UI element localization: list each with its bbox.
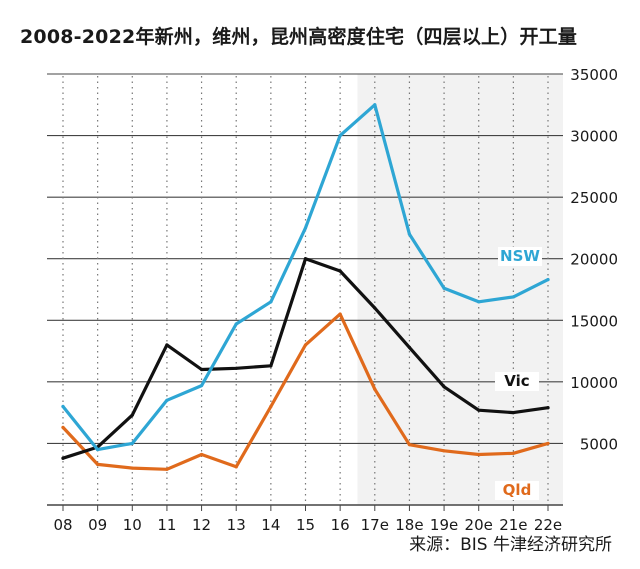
x-tick-label: 13	[227, 516, 246, 534]
data-point-nsw	[477, 300, 481, 304]
y-tick-label: 30000	[570, 128, 618, 146]
data-point-nsw	[199, 383, 204, 388]
y-tick-label: 5000	[580, 435, 618, 453]
x-tick-label: 14	[261, 516, 280, 534]
data-point-nsw	[442, 286, 446, 290]
y-tick-label: 15000	[570, 312, 618, 330]
data-point-qld	[442, 449, 446, 453]
data-point-nsw	[96, 447, 100, 452]
data-point-qld	[477, 452, 481, 457]
data-point-vic	[373, 306, 377, 310]
x-tick-label: 21e	[499, 516, 527, 534]
series-label-qld: Qld	[503, 481, 532, 499]
x-tick-label: 15	[296, 516, 315, 534]
x-tick-label: 22e	[534, 516, 562, 534]
data-point-qld	[338, 312, 342, 316]
x-tick-label: 19e	[430, 516, 458, 534]
y-axis-ticks: 5000 10000 15000 20000 25000 30000 35000	[570, 66, 618, 453]
data-point-nsw	[165, 398, 169, 402]
y-tick-label: 10000	[570, 374, 618, 392]
data-point-vic	[303, 257, 308, 261]
x-tick-label: 12	[192, 516, 211, 534]
data-point-qld	[546, 441, 550, 446]
data-point-qld	[165, 467, 169, 471]
data-point-nsw	[269, 300, 273, 304]
data-point-nsw	[338, 133, 342, 138]
series-label-background	[495, 481, 539, 500]
data-point-vic	[338, 269, 342, 273]
data-point-qld	[61, 425, 65, 430]
data-point-qld	[269, 404, 273, 409]
series-label-background	[495, 372, 539, 391]
data-point-qld	[303, 343, 308, 347]
data-point-nsw	[234, 322, 238, 326]
series-label-background	[498, 247, 542, 266]
data-point-vic	[130, 413, 134, 417]
x-tick-label: 08	[53, 516, 72, 534]
series-labels: NSW Vic Qld	[495, 247, 542, 500]
data-point-vic	[477, 408, 481, 412]
series-label-vic: Vic	[504, 372, 529, 390]
data-point-vic	[199, 367, 204, 372]
data-point-vic	[442, 385, 446, 389]
data-point-nsw	[407, 232, 412, 236]
data-point-vic	[511, 411, 515, 415]
x-tick-label: 16	[331, 516, 350, 534]
x-tick-label: 10	[123, 516, 142, 534]
source-note: 来源：BIS 牛津经济研究所	[409, 535, 612, 555]
data-point-qld	[199, 452, 204, 457]
chart-title: 2008-2022年新州，维州，昆州高密度住宅（四层以上）开工量	[20, 26, 578, 48]
y-tick-label: 20000	[570, 251, 618, 269]
y-tick-label: 25000	[570, 189, 618, 207]
x-tick-label: 11	[157, 516, 176, 534]
data-point-qld	[130, 466, 134, 470]
data-point-vic	[61, 456, 65, 460]
data-point-qld	[511, 451, 515, 455]
data-point-vic	[234, 366, 238, 370]
data-point-qld	[373, 387, 377, 391]
data-point-nsw	[511, 295, 515, 299]
data-point-vic	[546, 406, 550, 410]
data-point-nsw	[546, 278, 550, 282]
data-point-vic	[407, 345, 412, 349]
forecast-shading	[357, 74, 563, 505]
data-point-vic	[269, 364, 273, 368]
x-tick-label: 20e	[465, 516, 493, 534]
data-point-nsw	[130, 441, 134, 446]
x-tick-label: 17e	[361, 516, 389, 534]
x-axis-ticks: 08 09 10 11 12 13 14 15 16 17e 18e 19e 20e 21e 22e	[53, 516, 562, 534]
data-point-nsw	[61, 404, 65, 409]
data-point-nsw	[303, 226, 308, 230]
series-label-nsw: NSW	[500, 247, 540, 265]
series-lines	[61, 103, 550, 471]
data-point-qld	[96, 462, 100, 466]
data-point-nsw	[373, 103, 377, 107]
x-tick-label: 09	[88, 516, 107, 534]
data-point-qld	[234, 465, 238, 469]
y-tick-label: 35000	[570, 66, 618, 84]
x-tick-label: 18e	[395, 516, 423, 534]
data-point-vic	[165, 343, 169, 347]
vertical-gridlines	[62, 76, 549, 511]
data-point-qld	[407, 443, 412, 447]
